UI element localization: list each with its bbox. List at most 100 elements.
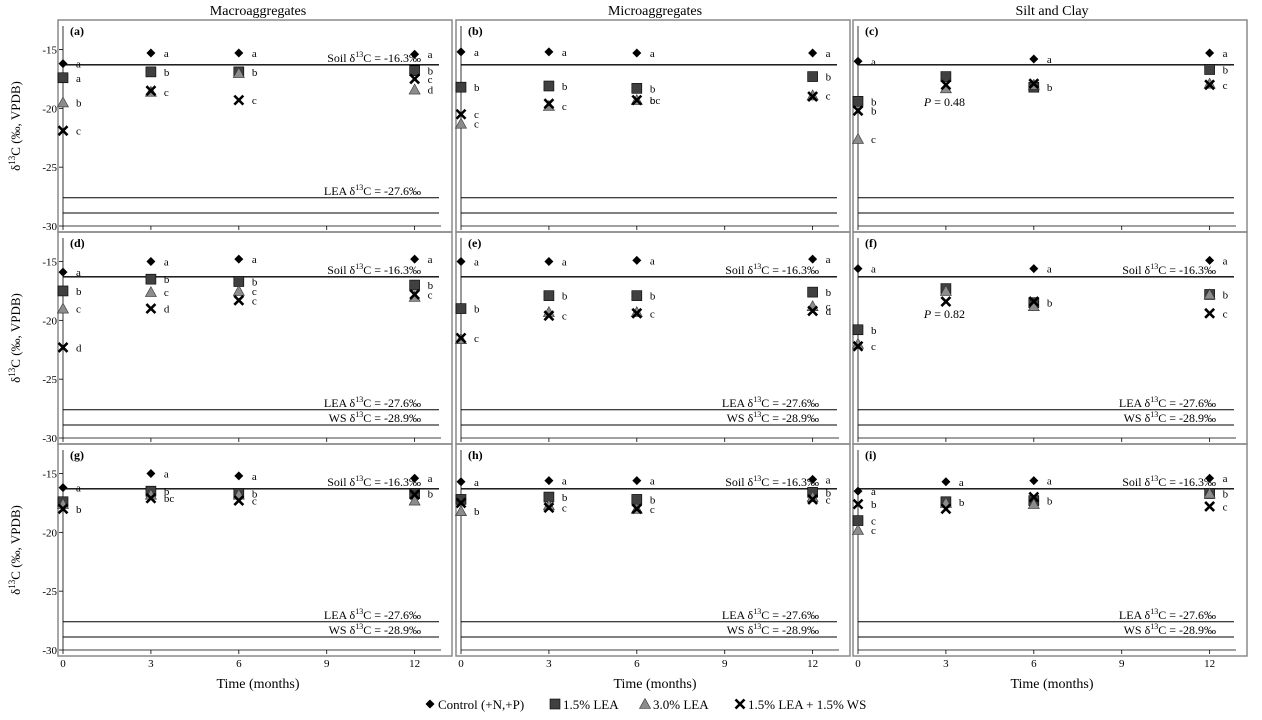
data-point-square <box>145 66 157 78</box>
data-point-cross <box>233 495 245 507</box>
y-tick-label: -30 <box>42 645 57 657</box>
y-axis-label-text: C (‰, VPDB) <box>8 505 23 580</box>
data-point-diamond <box>146 48 156 58</box>
y-axis-label-text: δ <box>8 165 23 171</box>
reference-line-label-superscript: 13 <box>355 607 363 616</box>
significance-letter: d <box>164 304 170 316</box>
data-point-diamond <box>632 255 642 265</box>
reference-line-label-superscript: 13 <box>1150 395 1158 404</box>
reference-line-label-superscript: 13 <box>753 395 761 404</box>
reference-line-label-text: Soil δ <box>327 51 355 65</box>
reference-line-label-text: C = -16.3‰ <box>363 263 421 277</box>
y-axis-label-superscript: 13 <box>7 155 17 165</box>
significance-letter: b <box>1223 289 1229 301</box>
data-point-diamond <box>456 477 466 487</box>
panel-label: (f) <box>865 236 877 250</box>
significance-letter: b <box>428 66 434 78</box>
y-tick-label: -30 <box>42 433 57 445</box>
y-tick-label: -25 <box>42 374 57 386</box>
reference-line-label: LEA δ13C = -27.6‰ <box>722 607 819 622</box>
reference-line-label: WS δ13C = -28.9‰ <box>1124 410 1216 425</box>
significance-letter: d <box>428 85 434 97</box>
data-point-square <box>852 324 864 336</box>
significance-letter: a <box>474 477 479 489</box>
y-axis-label-text: δ <box>8 589 23 595</box>
significance-letter: c <box>650 504 655 516</box>
column-title-microaggregates: Microaggregates <box>608 4 702 19</box>
reference-line-label-text: C = -16.3‰ <box>761 475 819 489</box>
reference-line-label-superscript: 13 <box>355 395 363 404</box>
reference-line-label-text: C = -27.6‰ <box>761 396 819 410</box>
significance-letter: a <box>428 49 433 61</box>
x-tick-label: 12 <box>409 658 420 670</box>
significance-letter: c <box>562 311 567 323</box>
data-point-diamond <box>58 59 68 69</box>
x-tick-label: 0 <box>458 658 464 670</box>
panel-frame <box>455 443 851 657</box>
significance-letter: b <box>76 97 82 109</box>
reference-line-label: Soil δ13C = -16.3‰ <box>725 474 819 489</box>
data-point-triangle <box>232 66 245 78</box>
data-point-triangle <box>1027 497 1040 509</box>
data-point-square <box>807 71 818 82</box>
significance-letter: a <box>826 474 831 486</box>
legend-label: 1.5% LEA <box>563 697 619 712</box>
significance-letter: a <box>76 73 81 85</box>
reference-line-label-superscript: 13 <box>1150 607 1158 616</box>
legend: Control (+N,+P) 1.5% LEA 3.0% LEA 1.5% LEA … <box>425 697 866 712</box>
x-tick-label: 6 <box>236 658 242 670</box>
y-tick-label: -20 <box>42 103 57 115</box>
data-point-diamond <box>58 267 68 277</box>
x-tick-label: 3 <box>546 658 552 670</box>
significance-letter: a <box>1223 255 1228 267</box>
significance-letter: a <box>428 473 433 485</box>
data-point-diamond <box>808 474 818 484</box>
significance-letter: a <box>562 257 567 269</box>
significance-letter: a <box>474 257 479 269</box>
reference-line-label-superscript: 13 <box>1150 622 1158 631</box>
data-point-cross <box>852 340 864 352</box>
data-point-cross <box>940 79 952 91</box>
significance-letter: a <box>562 47 567 59</box>
significance-letter: b <box>164 67 170 79</box>
data-point-diamond <box>1029 476 1039 486</box>
reference-line-label: Soil δ13C = -16.3‰ <box>1122 474 1216 489</box>
significance-letter: c <box>252 95 257 107</box>
reference-line-label-text: LEA δ <box>1119 608 1151 622</box>
reference-line-label: LEA δ13C = -27.6‰ <box>1119 395 1216 410</box>
data-point-diamond <box>410 254 420 264</box>
y-axis-label: δ13C (‰, VPDB) <box>7 505 23 595</box>
y-axis-label-text: δ <box>8 377 23 383</box>
data-point-diamond <box>410 473 420 483</box>
significance-letter: b <box>826 287 832 299</box>
data-point-cross <box>807 91 819 103</box>
significance-letter: d <box>76 342 82 354</box>
reference-line-label-text: WS δ <box>727 411 754 425</box>
data-point-triangle <box>232 284 245 296</box>
data-point-triangle <box>408 83 421 95</box>
data-point-diamond <box>941 477 951 487</box>
reference-line-label: LEA δ13C = -27.6‰ <box>324 395 421 410</box>
data-point-cross <box>543 502 555 514</box>
significance-letter: b <box>252 489 258 501</box>
data-point-cross <box>455 108 467 120</box>
data-point-diamond <box>234 48 244 58</box>
data-point-cross <box>1204 501 1216 512</box>
reference-line-label-text: C = -16.3‰ <box>363 475 421 489</box>
reference-line-label-text: Soil δ <box>1122 475 1150 489</box>
reference-line-label: WS δ13C = -28.9‰ <box>329 622 421 637</box>
data-point-diamond <box>1205 255 1215 265</box>
data-point-square <box>145 273 157 285</box>
legend-label: 1.5% LEA + 1.5% WS <box>748 697 866 712</box>
reference-line-label-superscript: 13 <box>753 622 761 631</box>
reference-line-label-text: LEA δ <box>722 396 754 410</box>
significance-letter: b <box>562 291 568 303</box>
panel-f: Soil δ13C = -16.3‰LEA δ13C = -27.6‰WS δ1… <box>851 231 1248 445</box>
data-point-cross <box>57 125 69 137</box>
reference-line-label-text: WS δ <box>727 623 754 637</box>
data-point-square <box>57 285 69 297</box>
significance-letter: a <box>1047 476 1052 488</box>
